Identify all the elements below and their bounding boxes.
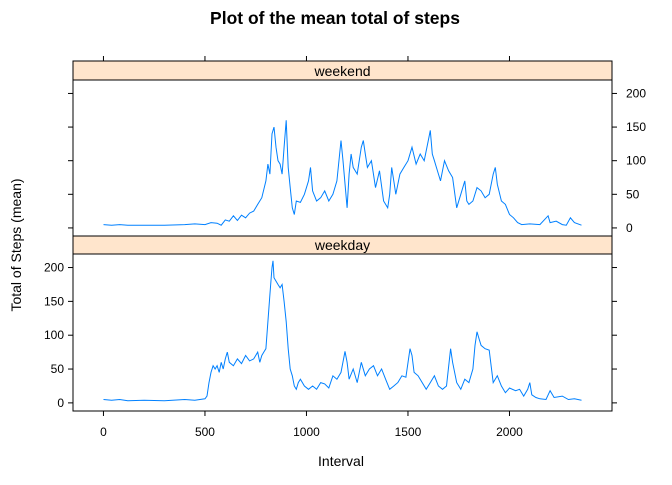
y-axis-label: Total of Steps (mean) <box>8 178 24 311</box>
x-tick-label: 500 <box>195 425 215 439</box>
series-line-weekday <box>103 260 582 402</box>
y-tick-label: 0 <box>57 396 64 410</box>
chart-title: Plot of the mean total of steps <box>210 8 460 28</box>
y-tick-label: 200 <box>626 86 646 100</box>
y-tick-label: 50 <box>626 187 640 201</box>
x-axis: 0 500 1000 1500 2000 <box>100 56 523 439</box>
y-tick-label: 200 <box>44 261 64 275</box>
strip-label-weekend: weekend <box>313 63 370 79</box>
y-tick-label: 50 <box>51 362 65 376</box>
x-tick-label: 0 <box>100 425 107 439</box>
panel-weekend: weekend 0 50 100 150 200 <box>68 60 646 237</box>
y-tick-label: 100 <box>626 154 646 168</box>
x-axis-label: Interval <box>318 453 364 469</box>
x-tick-label: 1500 <box>395 425 422 439</box>
y-tick-label: 150 <box>44 294 64 308</box>
panel-frame-weekday <box>72 253 613 412</box>
strip-label-weekday: weekday <box>314 237 370 253</box>
y-tick-label: 150 <box>626 120 646 134</box>
panel-weekday: weekday 0 50 100 150 200 <box>44 235 617 412</box>
x-tick-label: 1000 <box>293 425 320 439</box>
series-line-weekend <box>103 120 582 226</box>
x-tick-label: 2000 <box>496 425 523 439</box>
y-tick-label: 0 <box>626 221 633 235</box>
y-tick-label: 100 <box>44 328 64 342</box>
